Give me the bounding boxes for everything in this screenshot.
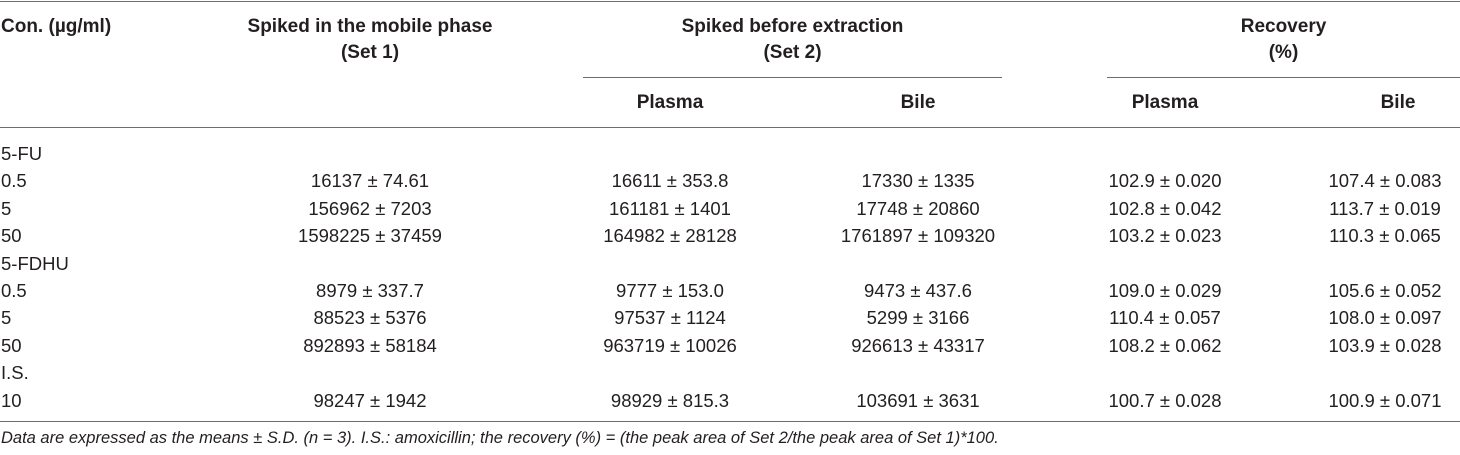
table-cell: 109.0 ± 0.029	[1108, 280, 1222, 301]
table-cell: 102.8 ± 0.042	[1108, 198, 1222, 219]
row-concentration: 50	[1, 225, 22, 246]
header-set1: Spiked in the mobile phase (Set 1)	[190, 14, 550, 66]
table-cell: 103.9 ± 0.028	[1328, 335, 1442, 356]
table-cell: 103691 ± 3631	[856, 390, 980, 411]
header-set2-line1: Spiked before extraction	[681, 16, 904, 37]
header-set1-line2: (Set 1)	[340, 42, 400, 63]
row-concentration: 5	[1, 307, 12, 328]
table-cell: 161181 ± 1401	[609, 198, 731, 219]
header-recovery-line1: Recovery	[1240, 16, 1327, 37]
table-cell: 963719 ± 10026	[603, 335, 737, 356]
table-cell: 9777 ± 153.0	[616, 280, 724, 301]
table-cell: 100.7 ± 0.028	[1108, 390, 1222, 411]
table-cell: 16137 ± 74.61	[310, 170, 430, 191]
table-cell: 5299 ± 3166	[866, 307, 970, 328]
table-cell: 100.9 ± 0.071	[1328, 390, 1442, 411]
set2-span-rule	[583, 77, 1002, 78]
header-recovery: Recovery (%)	[1107, 14, 1460, 66]
row-concentration: 50	[1, 335, 22, 356]
table-cell: 17748 ± 20860	[856, 198, 980, 219]
table-cell: 105.6 ± 0.052	[1328, 280, 1442, 301]
table-cell: 98929 ± 815.3	[610, 390, 730, 411]
table-cell: 17330 ± 1335	[861, 170, 975, 191]
group-label: I.S.	[1, 362, 29, 383]
header-set2-bile: Bile	[900, 92, 936, 113]
header-recovery-bile: Bile	[1380, 92, 1416, 113]
table-cell: 113.7 ± 0.019	[1329, 198, 1441, 219]
table-cell: 98247 ± 1942	[313, 390, 427, 411]
table-cell: 1761897 ± 109320	[840, 225, 996, 246]
table-bottom-rule	[0, 421, 1460, 422]
header-set2: Spiked before extraction (Set 2)	[583, 14, 1002, 66]
table-cell: 164982 ± 28128	[603, 225, 737, 246]
table-cell: 156962 ± 7203	[308, 198, 432, 219]
table-cell: 110.4 ± 0.057	[1109, 307, 1221, 328]
table-cell: 110.3 ± 0.065	[1329, 225, 1441, 246]
table-footnote: Data are expressed as the means ± S.D. (…	[1, 429, 999, 447]
group-label: 5-FDHU	[1, 253, 69, 274]
row-concentration: 10	[1, 390, 22, 411]
table-cell: 16611 ± 353.8	[611, 170, 729, 191]
header-set2-plasma: Plasma	[636, 92, 704, 113]
table-cell: 108.0 ± 0.097	[1328, 307, 1442, 328]
table-cell: 108.2 ± 0.062	[1108, 335, 1222, 356]
row-concentration: 5	[1, 198, 12, 219]
table-cell: 9473 ± 437.6	[864, 280, 972, 301]
row-concentration: 0.5	[1, 170, 27, 191]
group-label: 5-FU	[1, 143, 43, 164]
table-cell: 1598225 ± 37459	[298, 225, 442, 246]
table-cell: 103.2 ± 0.023	[1108, 225, 1222, 246]
header-set2-line2: (Set 2)	[763, 42, 822, 63]
table-cell: 97537 ± 1124	[614, 307, 726, 328]
header-con: Con. (µg/ml)	[1, 16, 112, 37]
table-cell: 926613 ± 43317	[851, 335, 985, 356]
recovery-span-rule	[1107, 77, 1460, 78]
table-cell: 88523 ± 5376	[313, 307, 427, 328]
table-cell: 102.9 ± 0.020	[1108, 170, 1222, 191]
header-recovery-line2: (%)	[1268, 42, 1299, 63]
table-top-rule	[0, 1, 1460, 2]
table-cell: 892893 ± 58184	[303, 335, 437, 356]
table-cell: 8979 ± 337.7	[316, 280, 424, 301]
header-set1-line1: Spiked in the mobile phase	[247, 16, 493, 37]
header-bottom-rule	[0, 127, 1460, 128]
row-concentration: 0.5	[1, 280, 27, 301]
table-cell: 107.4 ± 0.083	[1328, 170, 1442, 191]
header-recovery-plasma: Plasma	[1131, 92, 1199, 113]
